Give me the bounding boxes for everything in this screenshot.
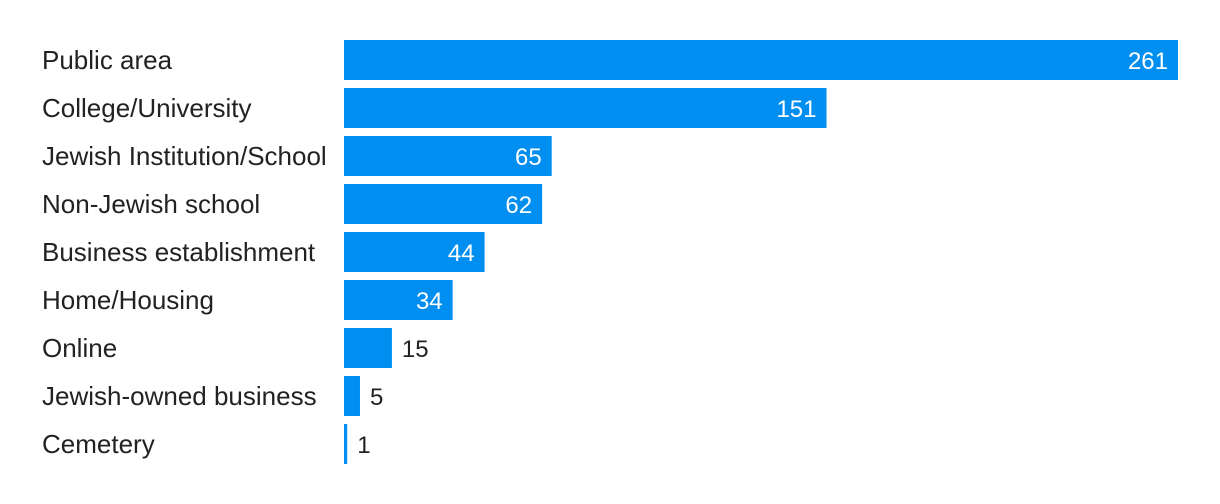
category-label: Online xyxy=(42,333,117,363)
value-label: 1 xyxy=(357,432,370,459)
value-label: 62 xyxy=(505,192,532,219)
bar xyxy=(344,328,392,368)
value-label: 5 xyxy=(370,384,383,411)
category-label: Home/Housing xyxy=(42,285,214,315)
value-label: 261 xyxy=(1128,48,1168,75)
category-label: Jewish Institution/School xyxy=(42,141,327,171)
category-label: Non-Jewish school xyxy=(42,189,260,219)
bar xyxy=(344,88,827,128)
bar xyxy=(344,376,360,416)
value-label: 65 xyxy=(515,144,542,171)
value-label: 44 xyxy=(448,240,475,267)
value-label: 151 xyxy=(776,96,816,123)
category-label: Jewish-owned business xyxy=(42,381,317,411)
value-label: 34 xyxy=(416,288,443,315)
bar xyxy=(344,424,348,464)
category-label: Cemetery xyxy=(42,429,155,459)
category-label: Business establishment xyxy=(42,237,316,267)
category-label: College/University xyxy=(42,93,252,123)
bar xyxy=(344,280,453,320)
value-label: 15 xyxy=(402,336,429,363)
bar xyxy=(344,136,552,176)
bar xyxy=(344,40,1178,80)
bar xyxy=(344,184,543,224)
category-label: Public area xyxy=(42,45,173,75)
bar xyxy=(344,232,485,272)
